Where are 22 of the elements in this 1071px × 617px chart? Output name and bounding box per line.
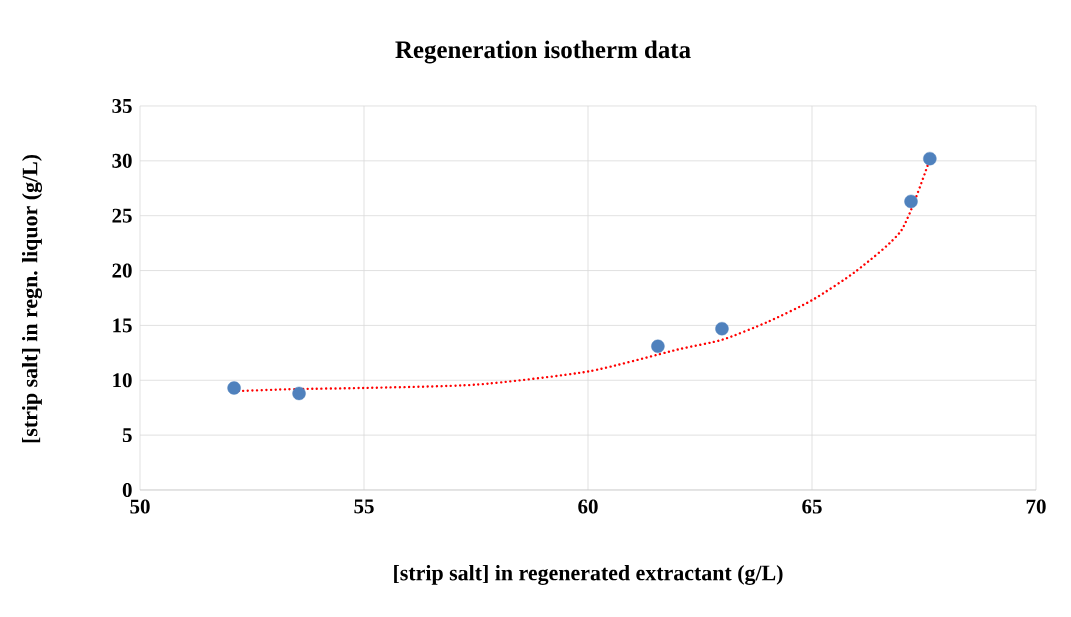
y-tick-label: 0 (122, 482, 132, 498)
y-tick-label: 5 (122, 428, 132, 443)
point (904, 194, 918, 209)
y-tick-label: 15 (113, 318, 132, 333)
x-tick-label: 65 (802, 499, 822, 514)
x-tick-label: 60 (578, 499, 598, 514)
point (292, 386, 306, 401)
x-tick-label: 55 (354, 499, 374, 514)
point (227, 381, 241, 395)
y-tick-label: 25 (112, 208, 132, 223)
point (651, 339, 665, 353)
x-axis-title: [strip salt] in regenerated extractant (g/L) (394, 564, 783, 586)
x-tick-label: 50 (130, 499, 150, 514)
point (715, 322, 729, 336)
y-tick-label: 30 (112, 153, 132, 168)
point (923, 151, 937, 166)
y-axis-title: [strip salt] in regn. liquor (g/L) (21, 154, 43, 443)
chart-title: Regeneration isotherm data (395, 40, 691, 64)
y-tick-label: 20 (112, 263, 132, 278)
y-tick-label: 35 (112, 98, 132, 114)
x-tick-label: 70 (1026, 499, 1046, 514)
y-tick-label: 10 (113, 373, 132, 388)
